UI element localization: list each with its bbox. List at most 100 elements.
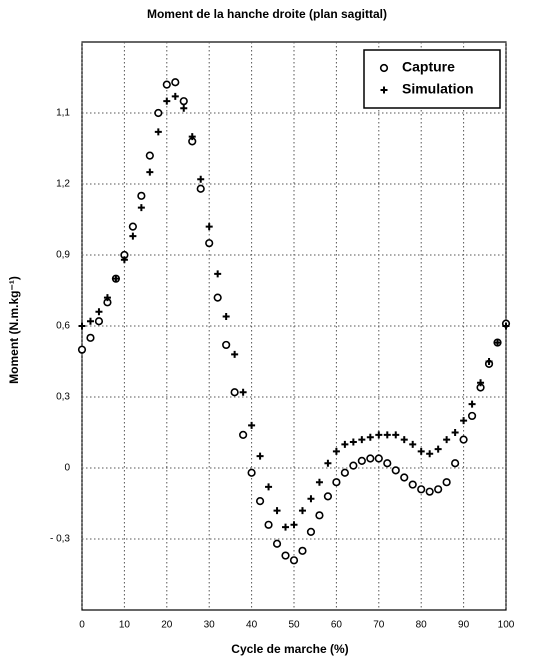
legend-label: Capture [402,59,455,75]
data-point [366,454,375,463]
data-point [349,461,358,470]
x-tick-label: 100 [498,620,515,631]
data-point [485,358,493,365]
data-point [197,175,205,183]
data-point [400,473,409,482]
data-point [179,97,188,106]
data-point [298,507,306,515]
y-tick-label: 1,2 [56,179,70,190]
data-point [78,322,86,330]
data-point [163,97,171,105]
x-tick-label: 50 [288,620,300,631]
data-point [306,527,316,537]
data-point [442,478,451,487]
data-point [86,317,94,325]
data-point [358,436,366,444]
data-point [434,445,442,453]
data-point [477,379,485,387]
x-tick-label: 20 [161,620,173,631]
data-point [357,456,366,466]
data-point [171,92,179,100]
y-tick-label: 1,1 [56,108,70,119]
data-point [137,204,145,212]
data-point [248,421,256,429]
data-point [196,184,205,193]
data-point [146,168,154,176]
data-point [323,492,333,501]
data-point [171,78,180,87]
data-point [239,430,248,439]
data-point [468,400,476,408]
y-tick-label: - 0,3 [50,534,70,545]
data-point [231,350,239,358]
data-point [425,487,434,496]
data-point [298,546,307,555]
data-point [324,459,332,467]
data-point [145,151,154,160]
data-point [349,438,357,446]
x-tick-label: 40 [246,620,258,631]
data-point [366,433,374,441]
data-point [340,468,349,477]
data-point [230,388,239,397]
chart-title: Moment de la hanche droite (plan sagitta… [147,7,387,21]
data-point [120,256,128,264]
data-point [205,223,213,231]
legend-marker [380,86,388,94]
data-point [434,485,443,494]
data-point [332,478,341,487]
data-point [282,523,290,531]
data-point [417,447,425,455]
data-point [375,431,383,439]
x-tick-label: 90 [458,620,470,631]
data-point [255,497,265,506]
data-point [460,417,468,425]
data-point [315,511,324,520]
data-point [383,459,392,468]
data-point [86,333,95,342]
legend-marker [379,63,389,73]
data-point [374,454,383,463]
data-point [77,345,87,354]
data-point [162,80,171,89]
legend-box [363,49,501,109]
data-point [289,556,299,565]
data-point [409,440,417,448]
data-point [112,275,120,283]
x-axis-label: Cycle de marche (%) [231,642,348,656]
data-point [94,317,104,326]
data-point [307,495,315,503]
x-tick-label: 10 [119,620,131,631]
data-point [383,431,391,439]
data-point [222,340,231,350]
data-point [494,339,502,347]
data-point [256,452,264,460]
x-tick-label: 0 [79,620,85,631]
data-point [332,447,340,455]
data-point [273,507,281,515]
data-point [459,435,468,444]
data-point [272,539,282,548]
y-tick-label: 0 [64,463,70,474]
x-tick-label: 30 [204,620,216,631]
data-point [214,270,222,278]
x-tick-label: 80 [416,620,428,631]
y-tick-label: 0,6 [56,321,70,332]
data-point [290,521,298,529]
y-tick-label: 0,3 [56,392,70,403]
data-point [391,466,400,475]
x-tick-label: 70 [373,620,385,631]
data-point [400,436,408,444]
data-point [315,478,323,486]
data-point [128,222,137,231]
data-point [264,520,273,529]
y-axis-label: Moment (N.m.kg⁻¹) [7,276,21,384]
data-point [467,411,477,421]
data-point [281,551,290,560]
data-point [247,468,256,477]
data-point [451,429,459,436]
data-point [341,440,349,448]
data-point [451,459,460,468]
data-point [417,485,426,494]
